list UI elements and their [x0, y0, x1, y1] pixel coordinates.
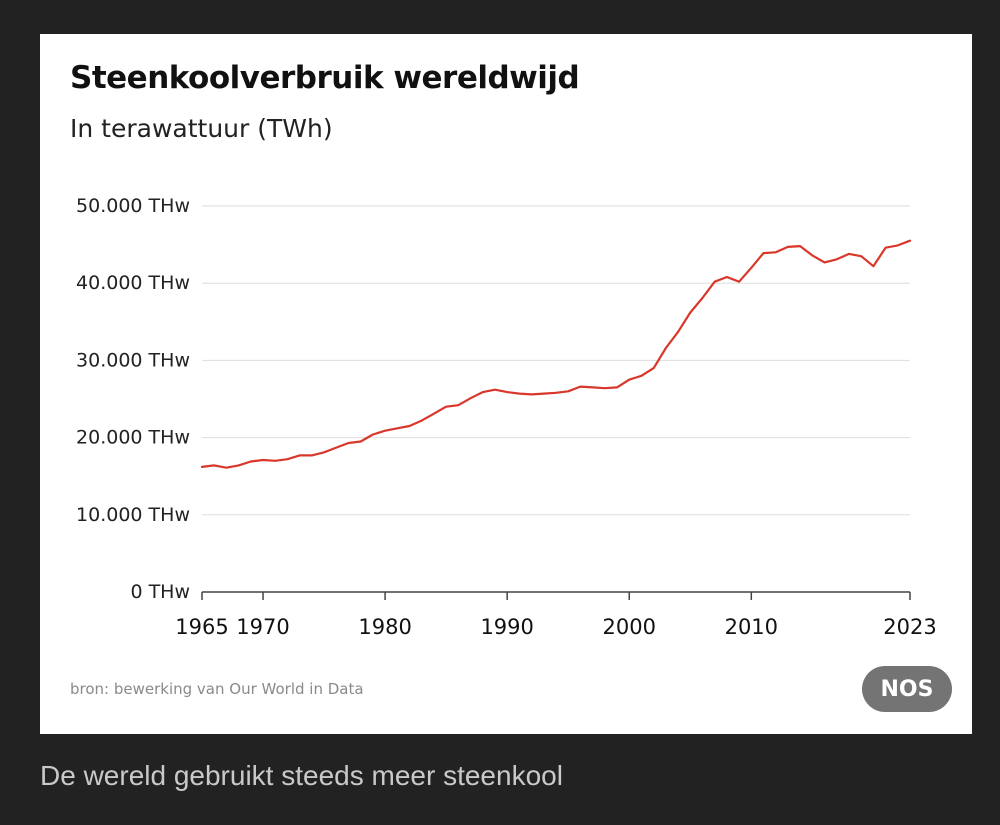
data-point: [530, 393, 533, 396]
x-tick-label: 1980: [358, 615, 411, 639]
data-point: [652, 367, 655, 369]
data-point: [201, 466, 203, 468]
data-point: [335, 446, 338, 449]
data-point: [286, 458, 289, 461]
data-point: [774, 251, 777, 254]
data-point: [848, 253, 850, 255]
y-tick-label: 40.000 THw: [76, 272, 190, 294]
data-point: [396, 427, 399, 430]
data-point: [372, 433, 374, 436]
data-point: [677, 331, 679, 333]
data-point: [445, 405, 447, 408]
data-point: [823, 261, 826, 264]
data-point: [726, 276, 728, 278]
data-point: [860, 255, 862, 257]
data-point: [616, 386, 618, 389]
y-tick-label: 10.000 THw: [76, 504, 190, 526]
data-point: [494, 388, 496, 391]
coal-consumption-line: [200, 239, 912, 469]
data-point: [298, 454, 301, 457]
data-point: [811, 254, 814, 257]
y-tick-label: 50.000 THw: [76, 195, 190, 217]
data-point: [384, 429, 386, 432]
data-point: [518, 392, 521, 395]
data-point: [799, 245, 801, 247]
data-point: [323, 451, 325, 454]
line-chart: 0 THw 10.000 THw 20.000 THw 30.000 THw 40.00…: [76, 195, 937, 639]
x-tick-label: 1970: [236, 615, 289, 639]
data-point: [640, 375, 643, 377]
data-point: [408, 425, 411, 427]
source-note: bron: bewerking van Our World in Data: [70, 680, 364, 698]
data-point: [469, 397, 472, 400]
y-tick-label: 30.000 THw: [76, 349, 190, 371]
data-point: [750, 266, 753, 269]
data-point: [420, 419, 423, 422]
data-point: [701, 297, 704, 299]
chart-subtitle: In terawattuur (TWh): [70, 114, 333, 143]
data-point: [433, 412, 435, 415]
data-point: [628, 378, 631, 381]
data-point: [213, 464, 216, 467]
x-tick-label: 2010: [725, 615, 778, 639]
data-point: [835, 258, 838, 261]
data-point: [872, 265, 875, 268]
data-point: [591, 386, 594, 389]
x-tick-label: 1965: [175, 615, 228, 639]
data-point: [262, 459, 264, 461]
chart-title: Steenkoolverbruik wereldwijd: [70, 60, 580, 96]
data-point: [567, 390, 570, 393]
x-tick-label: 2023: [883, 615, 936, 639]
data-point: [457, 404, 460, 406]
data-point: [909, 239, 911, 242]
data-point: [274, 459, 277, 462]
data-point: [896, 244, 899, 247]
data-point: [347, 442, 350, 444]
chart-card: Steenkoolverbruik wereldwijd In terawatt…: [40, 34, 972, 734]
data-point: [713, 280, 716, 283]
x-tick-label: 1990: [480, 615, 533, 639]
data-point: [311, 454, 313, 457]
data-point: [250, 460, 252, 463]
data-point: [787, 246, 789, 248]
x-tick-label: 2000: [603, 615, 656, 639]
data-point: [762, 252, 765, 254]
data-point: [689, 311, 692, 314]
data-point: [555, 392, 557, 394]
y-tick-label: 0 THw: [130, 581, 190, 603]
data-point: [237, 464, 240, 467]
data-point: [738, 280, 740, 283]
image-caption: De wereld gebruikt steeds meer steenkool: [40, 760, 563, 791]
data-point: [481, 391, 484, 393]
data-point: [604, 387, 606, 389]
data-point: [506, 391, 508, 393]
y-tick-label: 20.000 THw: [76, 427, 190, 449]
data-point: [665, 347, 667, 349]
data-point: [359, 440, 362, 443]
nos-logo-badge: NOS: [862, 666, 952, 712]
data-point: [542, 392, 545, 395]
data-point: [579, 385, 582, 388]
data-point: [884, 246, 887, 249]
data-point: [225, 466, 228, 469]
